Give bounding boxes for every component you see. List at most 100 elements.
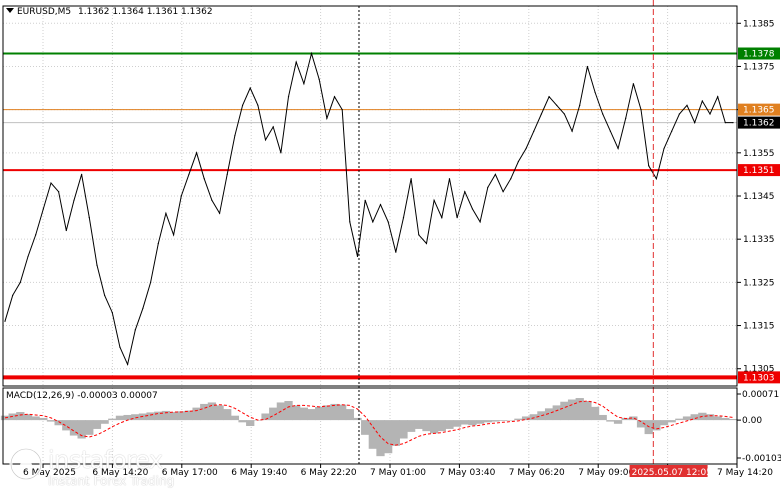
- macd-bar: [606, 420, 615, 422]
- y-tick-label: 1.1375: [743, 62, 775, 72]
- price-point: [648, 165, 650, 167]
- level-price-badge: [738, 371, 780, 384]
- price-point: [50, 182, 52, 184]
- y-tick-label: 1.1315: [743, 322, 775, 332]
- macd-bar: [161, 410, 171, 421]
- macd-bar: [269, 407, 278, 421]
- macd-bar: [100, 420, 109, 424]
- macd-bar: [69, 420, 79, 436]
- level-price-badge: [738, 47, 780, 60]
- macd-bar: [330, 403, 339, 421]
- macd-bar: [498, 420, 508, 421]
- macd-bar: [590, 406, 600, 421]
- time-axis: 6 May 2025 6 May 14:20 6 May 17:00 6 May 19…: [23, 464, 773, 478]
- x-tick-label: 6 May 19:40: [231, 468, 287, 478]
- macd-bar: [529, 414, 538, 421]
- price-point: [717, 96, 719, 98]
- price-point: [671, 130, 673, 132]
- level-price-label: 1.1351: [743, 166, 775, 176]
- macd-bar: [705, 414, 715, 421]
- price-point: [303, 83, 305, 85]
- macd-bar: [514, 418, 523, 421]
- price-point: [632, 83, 634, 85]
- macd-bar: [200, 403, 209, 421]
- macd-y-tick-label: 0.00: [742, 416, 762, 426]
- macd-bar: [154, 411, 163, 421]
- price-point: [310, 52, 313, 55]
- macd-bar: [445, 420, 454, 429]
- macd-bar: [23, 414, 33, 421]
- price-point: [395, 251, 397, 253]
- price-point: [234, 134, 236, 137]
- y-tick-label: 1.1385: [743, 19, 775, 29]
- dropdown-triangle-icon[interactable]: [6, 8, 14, 13]
- level-price-label: 1.1365: [743, 106, 775, 116]
- macd-bar: [85, 420, 94, 435]
- price-point: [433, 199, 435, 201]
- macd-bar: [506, 420, 515, 421]
- macd-bar: [146, 412, 155, 421]
- x-tick-label: 6 May 22:20: [301, 468, 357, 478]
- price-point: [96, 264, 98, 266]
- macd-bar: [667, 420, 676, 423]
- price-point: [19, 281, 21, 283]
- macd-bar: [0, 415, 10, 421]
- macd-bar: [391, 420, 400, 446]
- price-point: [609, 130, 611, 132]
- price-point: [425, 242, 428, 245]
- macd-bar: [567, 399, 577, 421]
- macd-bar: [54, 420, 63, 426]
- x-tick-label: 6 May 17:00: [162, 468, 218, 478]
- macd-bar: [284, 400, 293, 421]
- macd-bar: [192, 407, 201, 421]
- macd-bar: [376, 420, 385, 457]
- price-point: [571, 130, 573, 132]
- symbol-label: EURUSD,M5: [17, 7, 71, 17]
- y-tick-label: 1.1355: [743, 149, 775, 159]
- macd-panel-border: [2, 387, 738, 465]
- macd-bar: [414, 420, 423, 429]
- price-point: [441, 216, 443, 219]
- price-point: [12, 294, 14, 296]
- y-tick-label: 1.1345: [743, 192, 775, 202]
- level-price-label: 1.1303: [743, 373, 775, 383]
- macd-bar: [46, 420, 56, 422]
- macd-bar: [39, 417, 48, 421]
- price-point: [218, 212, 221, 214]
- x-tick-label: 6 May 14:20: [92, 468, 148, 478]
- macd-bar: [675, 418, 684, 421]
- instaforex-logo: instaforex Instant Forex Trading: [8, 444, 188, 488]
- macd-bar: [437, 420, 446, 432]
- macd-y-tick-label: -0.00103: [742, 454, 781, 464]
- price-point: [287, 96, 290, 98]
- price-point: [640, 109, 642, 111]
- price-point: [4, 320, 6, 322]
- price-point: [655, 178, 657, 180]
- price-point: [517, 160, 520, 163]
- price-point: [471, 208, 474, 210]
- price-point: [81, 173, 83, 176]
- macd-bar: [169, 412, 178, 421]
- macd-bar: [361, 420, 370, 435]
- macd-bar: [246, 420, 255, 426]
- macd-bar: [77, 420, 86, 439]
- price-point: [104, 294, 106, 296]
- macd-bar: [452, 420, 462, 427]
- price-point: [502, 191, 504, 193]
- price-point: [203, 178, 205, 180]
- price-point: [686, 104, 688, 106]
- price-point: [732, 121, 734, 124]
- price-point: [241, 104, 244, 106]
- macd-bar: [62, 420, 71, 431]
- macd-bar: [468, 420, 477, 426]
- price-point: [295, 61, 297, 63]
- macd-bar: [544, 408, 554, 421]
- price-point: [402, 216, 405, 219]
- price-point: [326, 117, 328, 119]
- price-axis: 1.1385 1.1375 1.1365 1.1355 1.1345 1.1335 1.13…: [737, 19, 781, 464]
- macd-bar: [345, 409, 354, 421]
- price-point: [533, 130, 535, 132]
- price-point: [617, 147, 619, 150]
- macd-bar: [384, 420, 393, 454]
- price-point: [724, 121, 726, 124]
